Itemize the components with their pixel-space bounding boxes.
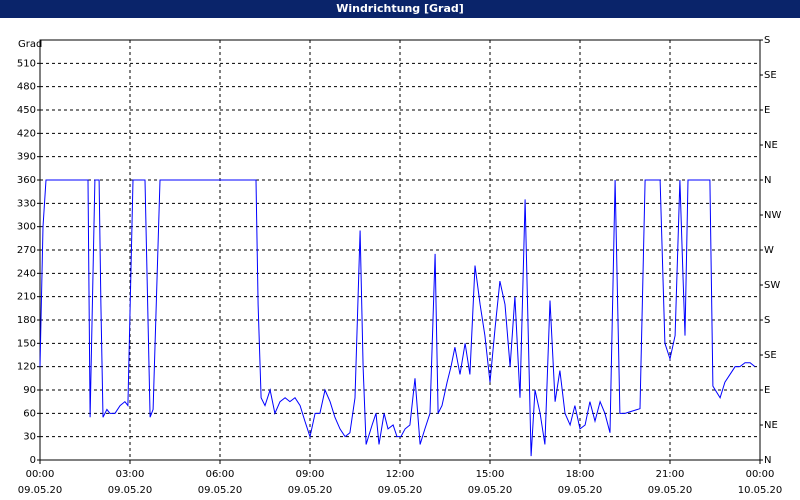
y-tick-label: 0 <box>30 455 36 466</box>
y-tick-label: 480 <box>17 82 36 93</box>
x-tick-label: 00:00 <box>746 469 775 480</box>
x-tick-label: 09:00 <box>296 469 325 480</box>
y-tick-label: 390 <box>17 152 36 163</box>
y-tick-label: 120 <box>17 362 36 373</box>
x-tick-date: 09.05.20 <box>378 485 423 496</box>
y-tick-label: 210 <box>17 292 36 303</box>
y-tick-label: 450 <box>17 105 36 116</box>
y2-tick-label: SW <box>764 280 780 291</box>
title-bar <box>0 0 800 18</box>
x-tick-date: 09.05.20 <box>198 485 243 496</box>
y-tick-label: 360 <box>17 175 36 186</box>
y-tick-label: 180 <box>17 315 36 326</box>
y-tick-label: 60 <box>23 408 36 419</box>
y-tick-label: 420 <box>17 128 36 139</box>
x-tick-label: 18:00 <box>566 469 595 480</box>
y2-tick-label: SE <box>764 70 777 81</box>
y2-tick-label: NE <box>764 420 778 431</box>
x-tick-date: 09.05.20 <box>18 485 63 496</box>
data-line <box>39 179 756 457</box>
x-tick-label: 03:00 <box>116 469 145 480</box>
y-axis-label: Grad <box>18 39 42 50</box>
y2-tick-label: NE <box>764 140 778 151</box>
x-tick-date: 09.05.20 <box>648 485 693 496</box>
y-tick-label: 270 <box>17 245 36 256</box>
y-tick-label: 300 <box>17 222 36 233</box>
x-tick-date: 09.05.20 <box>288 485 333 496</box>
y2-tick-label: W <box>764 245 774 256</box>
x-tick-date: 09.05.20 <box>108 485 153 496</box>
x-tick-label: 21:00 <box>656 469 685 480</box>
x-tick-date: 10.05.20 <box>738 485 783 496</box>
y2-tick-label: S <box>764 315 770 326</box>
y2-tick-label: S <box>764 35 770 46</box>
x-tick-label: 00:00 <box>26 469 55 480</box>
y-tick-label: 240 <box>17 268 36 279</box>
y-tick-label: 510 <box>17 58 36 69</box>
chart-title: Windrichtung [Grad] <box>336 2 464 15</box>
y-tick-label: 150 <box>17 338 36 349</box>
x-tick-date: 09.05.20 <box>558 485 603 496</box>
y2-tick-label: N <box>764 455 771 466</box>
y2-tick-label: NW <box>764 210 781 221</box>
x-tick-label: 12:00 <box>386 469 415 480</box>
x-tick-label: 15:00 <box>476 469 505 480</box>
y2-tick-label: N <box>764 175 771 186</box>
y2-tick-label: E <box>764 385 770 396</box>
x-tick-label: 06:00 <box>206 469 235 480</box>
y-tick-label: 90 <box>23 385 36 396</box>
y2-tick-label: E <box>764 105 770 116</box>
x-tick-date: 09.05.20 <box>468 485 513 496</box>
y-tick-label: 330 <box>17 198 36 209</box>
y2-tick-label: SE <box>764 350 777 361</box>
y-tick-label: 30 <box>23 432 36 443</box>
